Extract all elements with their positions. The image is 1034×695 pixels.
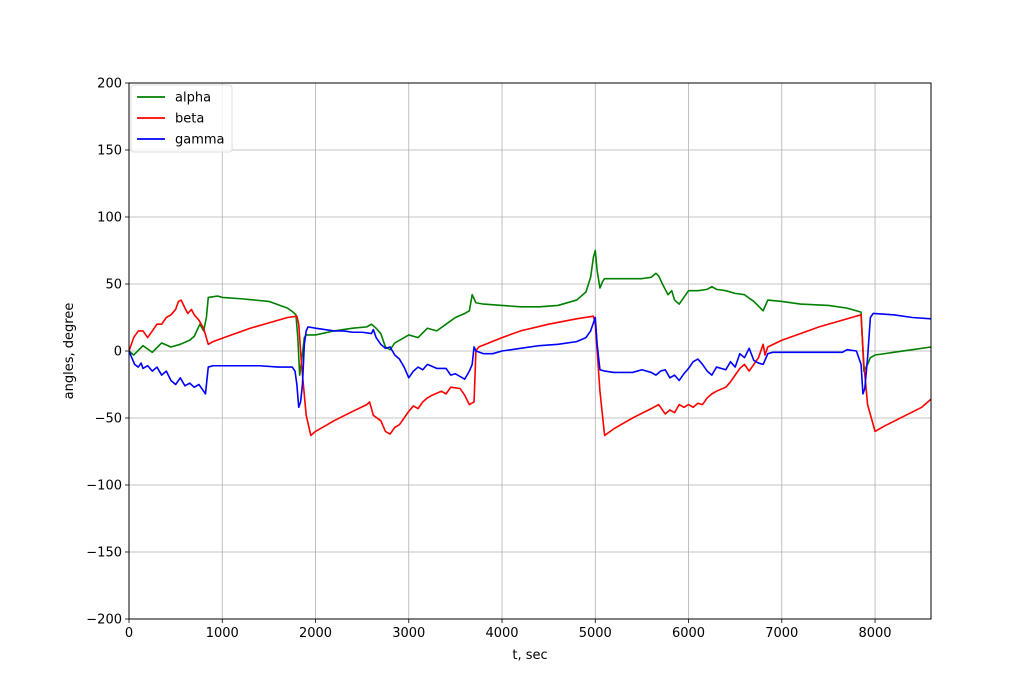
legend-box [130, 84, 233, 153]
y-tick-label: 150 [97, 144, 122, 159]
plot-area: 0 1000 2000 3000 4000 5000 6000 7000 8000 −200−1… [86, 77, 932, 641]
x-tick-label: 4000 [485, 626, 518, 641]
series-line-gamma [129, 312, 931, 409]
y-tick-label: −50 [95, 412, 122, 427]
series-line-alpha [129, 249, 931, 376]
x-axis: 0 1000 2000 3000 4000 5000 6000 7000 8000 [125, 619, 892, 641]
legend-label-beta: beta [175, 112, 204, 127]
legend-label-gamma: gamma [175, 133, 225, 148]
legend: alpha beta gamma [130, 84, 233, 153]
y-tick-label: 0 [114, 345, 122, 360]
y-tick-label: −100 [86, 479, 122, 494]
y-axis: −200 −150 −100 −50 0 50 100 150 200 [86, 77, 129, 628]
x-axis-title: t, sec [512, 648, 547, 663]
x-tick-label: 3000 [392, 626, 425, 641]
y-tick-label: −200 [86, 613, 122, 628]
x-tick-label: 6000 [672, 626, 705, 641]
y-tick-label: −150 [86, 546, 122, 561]
y-tick-label: 50 [105, 278, 122, 293]
x-tick-label: 7000 [765, 626, 798, 641]
series-layer [129, 249, 931, 437]
x-tick-label: 5000 [579, 626, 612, 641]
y-tick-label: 100 [97, 211, 122, 226]
x-tick-label: 0 [125, 626, 133, 641]
x-tick-label: 1000 [206, 626, 239, 641]
y-tick-label: 200 [97, 77, 122, 92]
x-tick-label: 2000 [299, 626, 332, 641]
grid [128, 82, 931, 620]
x-tick-label: 8000 [858, 626, 891, 641]
y-axis-title: angles, degree [62, 303, 77, 400]
series-line-beta [129, 299, 931, 437]
legend-label-alpha: alpha [175, 91, 211, 106]
